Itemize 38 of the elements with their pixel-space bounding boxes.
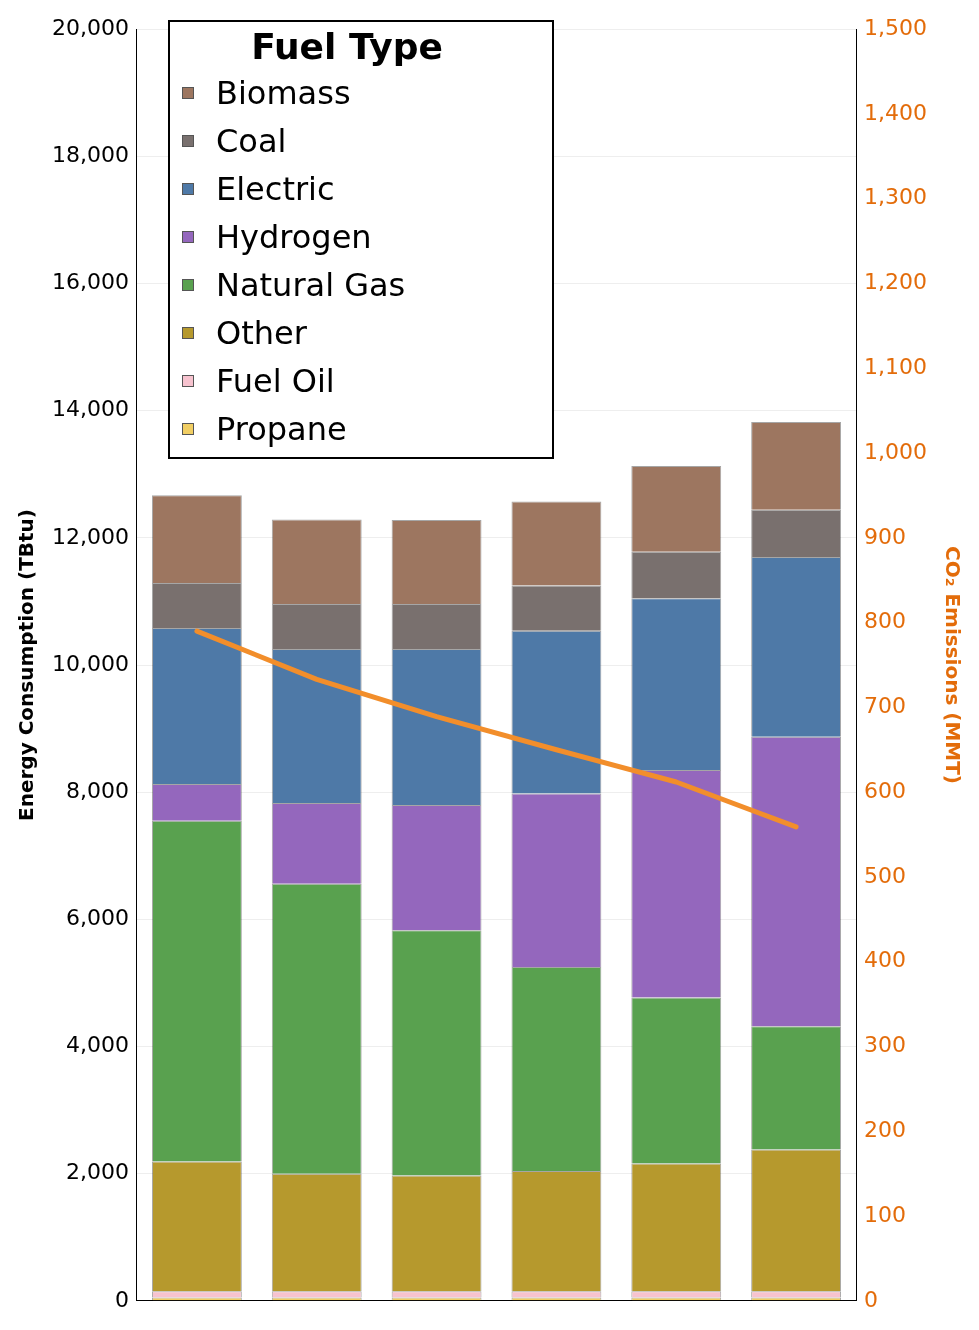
y2-tick-label: 1,300 [864, 184, 927, 210]
legend-label: Coal [216, 121, 287, 162]
y2-tick-label: 900 [864, 523, 907, 549]
y-axis-title: Energy Consumption (TBtu) [14, 509, 39, 821]
legend-label: Electric [216, 169, 335, 210]
legend-label: Fuel Oil [216, 361, 335, 402]
y2-tick-label: 800 [864, 608, 907, 634]
y-tick-label: 0 [114, 1286, 129, 1312]
y-tick-label: 10,000 [51, 650, 129, 676]
y-tick-label: 8,000 [65, 777, 129, 803]
y2-tick-label: 400 [864, 947, 907, 973]
y-tick-label: 2,000 [65, 1159, 129, 1185]
y2-tick-label: 1,000 [864, 438, 927, 464]
legend-label: Hydrogen [216, 217, 372, 258]
y2-tick-label: 700 [864, 693, 907, 719]
y-tick-label: 20,000 [51, 14, 129, 40]
y-tick-label: 12,000 [51, 523, 129, 549]
y-tick-label: 16,000 [51, 269, 129, 295]
legend-label: Natural Gas [216, 265, 406, 306]
y2-tick-label: 300 [864, 1032, 907, 1058]
legend-label: Biomass [216, 73, 351, 114]
y2-tick-label: 100 [864, 1201, 907, 1227]
y-tick-label: 4,000 [65, 1032, 129, 1058]
y-tick-label: 18,000 [51, 142, 129, 168]
legend-label: Other [216, 313, 307, 354]
y-tick-label: 14,000 [51, 396, 129, 422]
y2-tick-label: 0 [864, 1286, 879, 1312]
y2-tick-label: 200 [864, 1116, 907, 1142]
y2-tick-label: 1,200 [864, 269, 927, 295]
y2-tick-label: 1,400 [864, 99, 927, 125]
legend-label: Propane [216, 409, 347, 450]
y-tick-label: 6,000 [65, 905, 129, 931]
y2-tick-label: 1,500 [864, 14, 927, 40]
y2-tick-label: 1,100 [864, 354, 927, 380]
y2-tick-label: 500 [864, 862, 907, 888]
y2-axis-title: CO₂ Emissions (MMT) [940, 546, 965, 784]
legend-title: Fuel Type [250, 26, 444, 67]
y2-tick-label: 600 [864, 777, 907, 803]
